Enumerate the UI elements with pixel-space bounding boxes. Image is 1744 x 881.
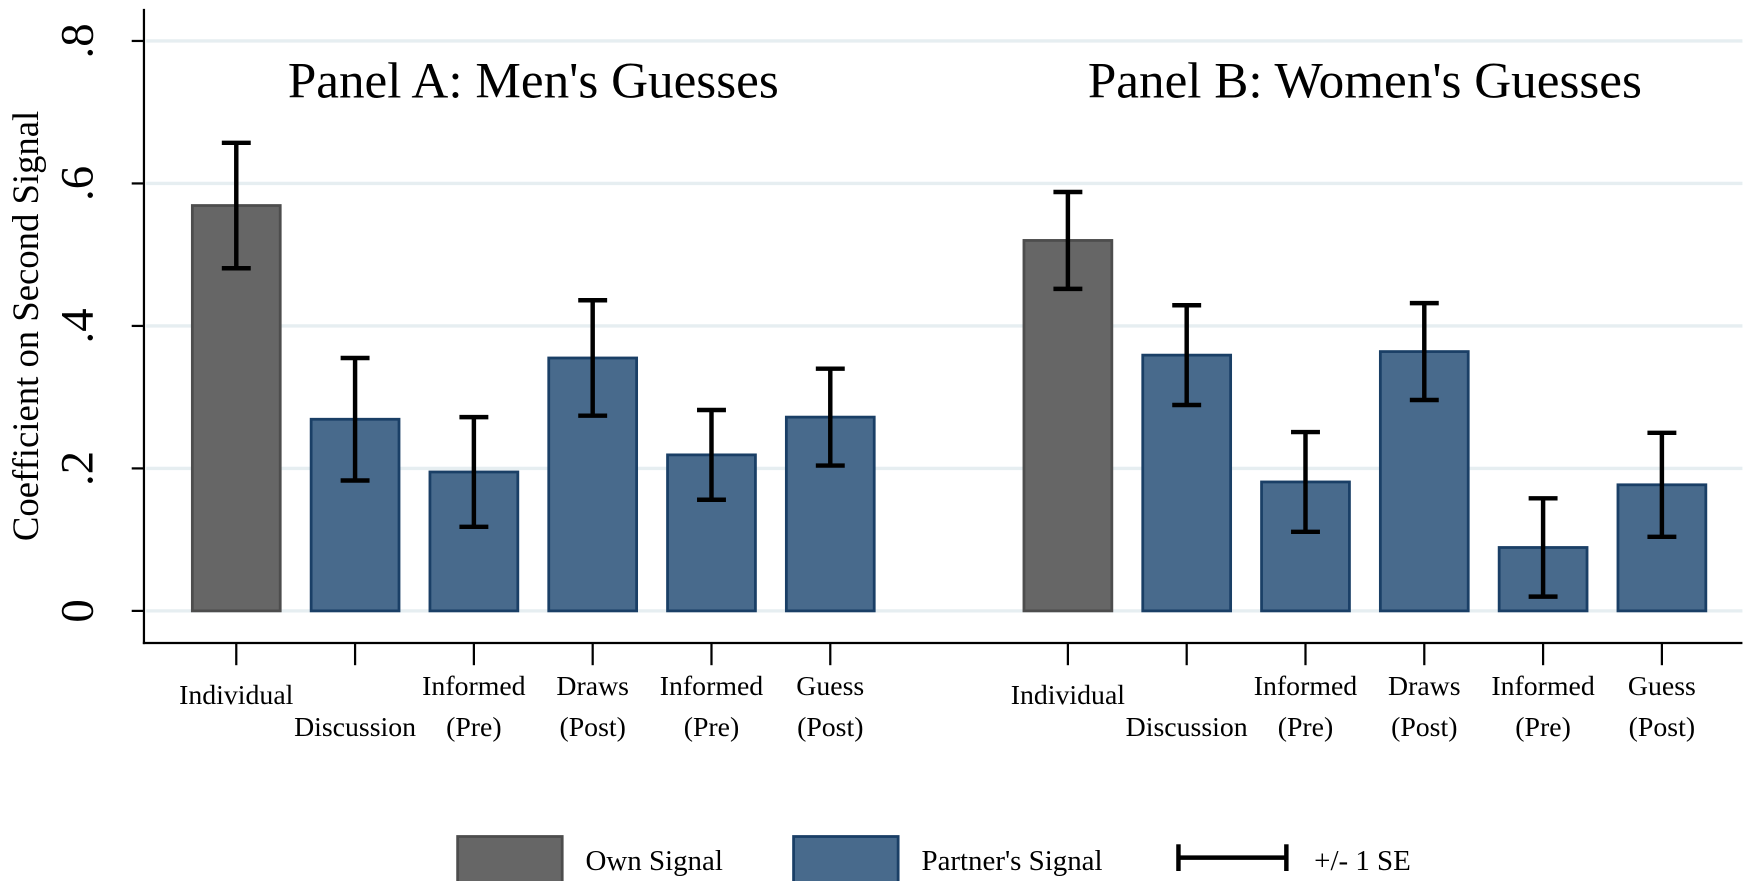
legend-label: +/- 1 SE <box>1314 845 1411 877</box>
x-tick-label: Discussion <box>1126 712 1248 743</box>
legend-swatch <box>456 835 564 881</box>
y-tick-label: 0 <box>51 599 103 622</box>
y-tick-label: .6 <box>51 166 103 201</box>
legend-label: Own Signal <box>586 845 723 877</box>
legend-swatch <box>792 835 900 881</box>
x-tick-label: Informed <box>422 671 526 702</box>
x-tick-label: (Pre) <box>1278 712 1334 743</box>
x-tick-label: Individual <box>1011 680 1126 711</box>
error-bar <box>697 407 726 502</box>
y-tick-label: .8 <box>51 23 103 58</box>
x-tick-label: Draws <box>556 671 629 702</box>
error-bar <box>1053 189 1083 292</box>
panel-title: Panel B: Women's Guesses <box>1088 52 1642 109</box>
error-bar <box>1528 496 1558 599</box>
error-bar <box>1409 300 1439 403</box>
y-tick-label: .4 <box>51 308 103 343</box>
x-tick-label: Informed <box>1254 671 1358 702</box>
x-tick-label: (Pre) <box>446 712 502 743</box>
x-tick-label: (Post) <box>1629 712 1695 743</box>
error-bar <box>459 414 489 530</box>
x-tick-label: (Pre) <box>1515 712 1571 743</box>
x-tick-label: Informed <box>1491 671 1595 702</box>
x-tick-label: Guess <box>796 671 864 702</box>
error-bar <box>1172 303 1202 408</box>
error-bar <box>815 366 845 468</box>
x-tick-label: Draws <box>1388 671 1461 702</box>
legend-label: Partner's Signal <box>922 845 1103 877</box>
x-tick-label: Individual <box>179 680 294 711</box>
error-bar <box>1291 429 1320 535</box>
y-tick-label: .2 <box>51 451 103 486</box>
x-tick-label: (Post) <box>559 712 625 743</box>
error-bar <box>221 140 251 271</box>
x-tick-label: (Post) <box>1391 712 1457 743</box>
x-tick-label: Informed <box>660 671 764 702</box>
error-bar <box>1647 430 1677 540</box>
error-bar <box>578 298 608 418</box>
x-tick-label: Guess <box>1628 671 1696 702</box>
x-tick-label: Discussion <box>294 712 416 743</box>
x-tick-label: (Post) <box>797 712 863 743</box>
bar <box>190 204 282 613</box>
bar <box>1022 239 1114 613</box>
y-axis-label: Coefficient on Second Signal <box>5 111 46 541</box>
legend-error-symbol <box>1176 844 1289 871</box>
bar <box>547 356 639 613</box>
panel-title: Panel A: Men's Guesses <box>288 52 779 109</box>
error-bar <box>340 355 370 483</box>
x-tick-label: (Pre) <box>684 712 740 743</box>
